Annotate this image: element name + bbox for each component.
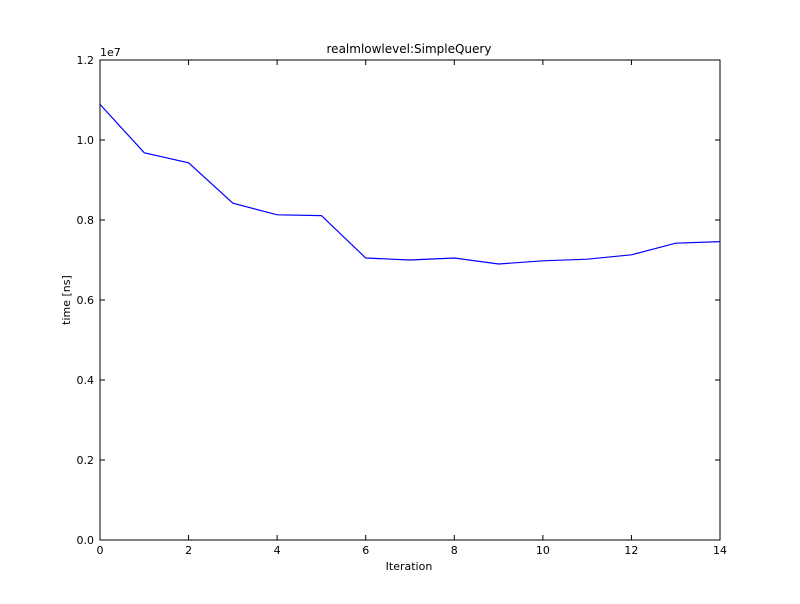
x-tick-label: 12 [624, 544, 638, 557]
axis-ticks: 0 2 4 6 8 10 12 14 0.0 0.2 0.4 0.6 0.8 1.0 1.2 [77, 54, 728, 557]
y-tick-label: 1.0 [77, 134, 95, 147]
series-line [99, 103, 721, 265]
x-tick-label: 14 [713, 544, 727, 557]
y-axis-label: time [ns] [60, 275, 73, 325]
series-layer [99, 103, 721, 265]
plot-area-frame [99, 59, 721, 541]
y-tick-label: 1.2 [77, 54, 95, 67]
x-tick-label: 8 [451, 544, 458, 557]
x-tick-label: 2 [185, 544, 192, 557]
x-tick-label: 0 [97, 544, 104, 557]
y-tick-label: 0.8 [77, 214, 95, 227]
x-tick-label: 4 [274, 544, 281, 557]
y-tick-label: 0.2 [77, 454, 95, 467]
chart-title: realmlowlevel:SimpleQuery [327, 42, 492, 56]
y-axis-offset-label: 1e7 [100, 46, 121, 59]
y-tick-label: 0.0 [77, 534, 95, 547]
y-tick-label: 0.6 [77, 294, 95, 307]
x-tick-label: 10 [536, 544, 550, 557]
y-tick-label: 0.4 [77, 374, 95, 387]
x-axis-label: Iteration [386, 560, 433, 573]
x-tick-label: 6 [362, 544, 369, 557]
